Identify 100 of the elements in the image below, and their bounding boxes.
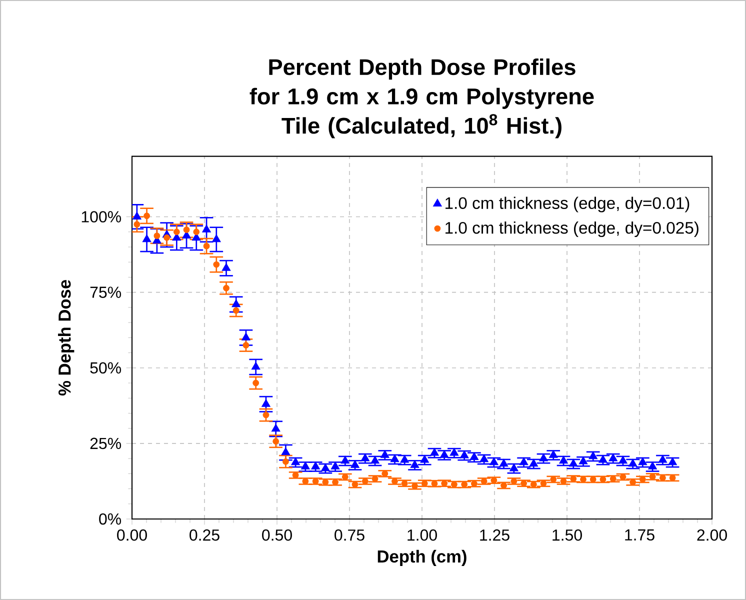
point [251,362,260,370]
point [370,456,380,464]
point [281,447,290,456]
point [620,474,626,480]
y-axis-title: % Depth Dose [58,280,74,396]
point [134,221,140,228]
point [669,474,676,482]
point [322,478,329,486]
point [610,476,616,482]
point [420,454,430,463]
x-tick-label: 1.75 [625,529,654,541]
x-tick-label: 0.25 [190,529,220,541]
point [540,480,547,487]
point [668,457,677,466]
point [660,474,666,482]
point [360,453,370,462]
point [628,458,638,467]
point [342,474,348,480]
point [530,481,537,488]
y-tick-label: 0% [99,513,122,525]
point [262,399,270,407]
point [183,226,190,233]
point [271,424,280,432]
x-tick-label: 0.50 [262,529,292,541]
y-tick-label: 75% [90,286,122,298]
point [380,450,390,458]
point [142,234,152,242]
point [282,458,289,465]
y-tick-label: 100% [82,211,122,222]
point [400,454,410,463]
point [489,457,498,466]
point [242,332,250,340]
point [548,450,558,458]
point [252,380,260,386]
point [262,412,270,418]
point [203,242,210,250]
y-tick-label: 25% [90,438,122,450]
chart-title: Percent Depth Dose Profiles for 1.9 cm x 1.9 cm Polystyrene Tile (Calculated, 10$^{8}$ Hist.) [250,58,594,138]
point [618,456,628,464]
point [460,450,469,458]
point [490,477,498,484]
point [311,462,320,470]
point [193,228,200,236]
point [510,463,518,472]
point [292,472,299,478]
legend-label: 1.0 cm thickness (edge, dy=0.025) [446,221,698,238]
point [560,478,567,484]
point [382,470,388,477]
point [450,481,458,488]
x-tick-label: 0.00 [117,529,147,541]
point [352,481,358,488]
point [213,261,220,268]
point [658,454,668,463]
point [519,457,528,466]
point [431,480,438,487]
point [630,478,636,486]
x-axis-title: Depth (cm) [378,550,466,566]
point [222,263,231,271]
x-tick-label: 1.50 [552,529,582,541]
point [132,212,142,220]
point [480,454,488,462]
point [550,476,557,483]
point [223,284,230,292]
point [372,476,378,482]
point [154,232,160,240]
point [312,478,319,484]
point [232,299,241,308]
point [500,482,507,489]
point [529,458,538,467]
point [639,476,646,483]
point [471,480,478,487]
point [440,450,449,458]
legend-label: 1.0 cm thickness (edge, dy=0.01) [446,196,690,212]
point [450,448,459,456]
point [580,476,586,483]
point [461,481,468,488]
point [202,224,211,232]
point [272,438,280,445]
point [590,476,596,483]
point [232,307,240,314]
y-tick-label: 50% [90,362,122,374]
point [520,480,527,487]
point [499,458,508,467]
point [302,478,309,484]
point [321,463,330,472]
point [242,342,250,348]
point [392,478,398,484]
x-tick-label: 1.00 [408,529,437,541]
point [412,482,418,490]
point [401,480,408,487]
point [441,480,448,487]
x-tick-label: 2.00 [697,529,727,541]
point [480,478,488,484]
point [570,476,577,482]
point [421,480,428,487]
point [164,234,170,241]
point [608,453,618,462]
point [600,476,606,483]
point [332,478,338,486]
point [212,234,221,242]
